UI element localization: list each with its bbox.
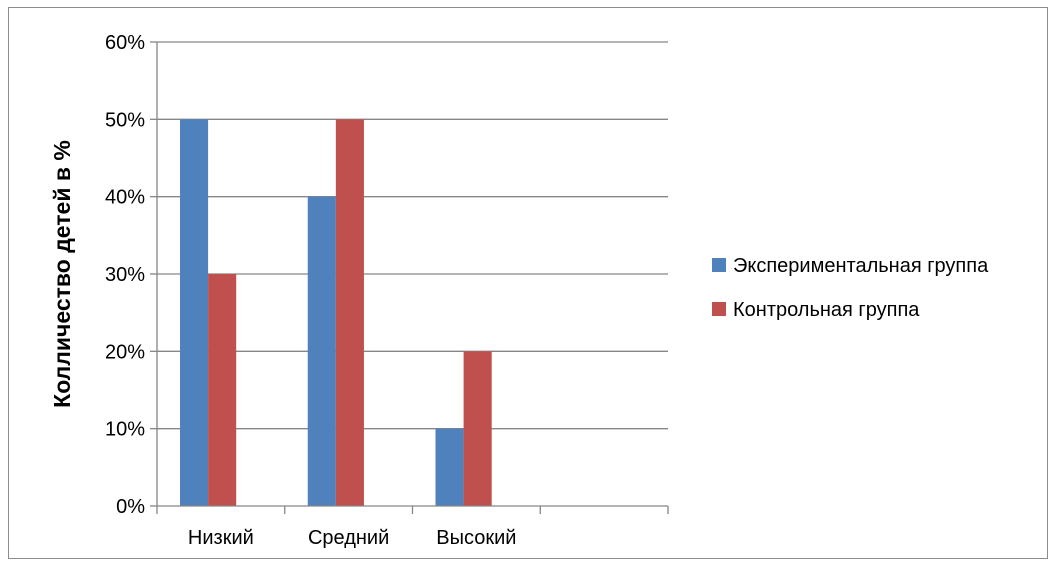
x-tick-label: Средний <box>308 527 389 549</box>
axes <box>150 41 669 514</box>
x-tick-label: Низкий <box>188 527 254 549</box>
bars <box>179 119 492 506</box>
x-tick-labels: Низкий Средний Высокий <box>188 527 517 549</box>
bar-control <box>208 274 237 506</box>
y-tick-label: 0% <box>116 496 145 518</box>
bar-experimental <box>307 196 336 506</box>
bar-control <box>335 119 364 506</box>
y-tick-labels: 0% 10% 20% 30% 40% 50% 60% <box>105 32 145 518</box>
y-tick-label: 50% <box>105 109 145 131</box>
legend-label: Экспериментальная группа <box>733 255 989 277</box>
gridlines <box>157 41 668 430</box>
y-tick-label: 60% <box>105 32 145 54</box>
bar-experimental <box>435 428 464 506</box>
bar-control <box>463 351 492 506</box>
y-axis-label: Колличество детей в % <box>49 140 75 408</box>
y-tick-label: 30% <box>105 264 145 286</box>
legend-swatch <box>712 302 726 316</box>
y-tick-label: 10% <box>105 419 145 441</box>
y-tick-label: 20% <box>105 341 145 363</box>
y-tick-label: 40% <box>105 187 145 209</box>
legend: Экспериментальная группа Контрольная груп… <box>712 255 989 321</box>
legend-swatch <box>712 258 726 272</box>
x-tick-label: Высокий <box>436 527 516 549</box>
legend-label: Контрольная группа <box>733 299 920 321</box>
bar-experimental <box>179 119 209 506</box>
